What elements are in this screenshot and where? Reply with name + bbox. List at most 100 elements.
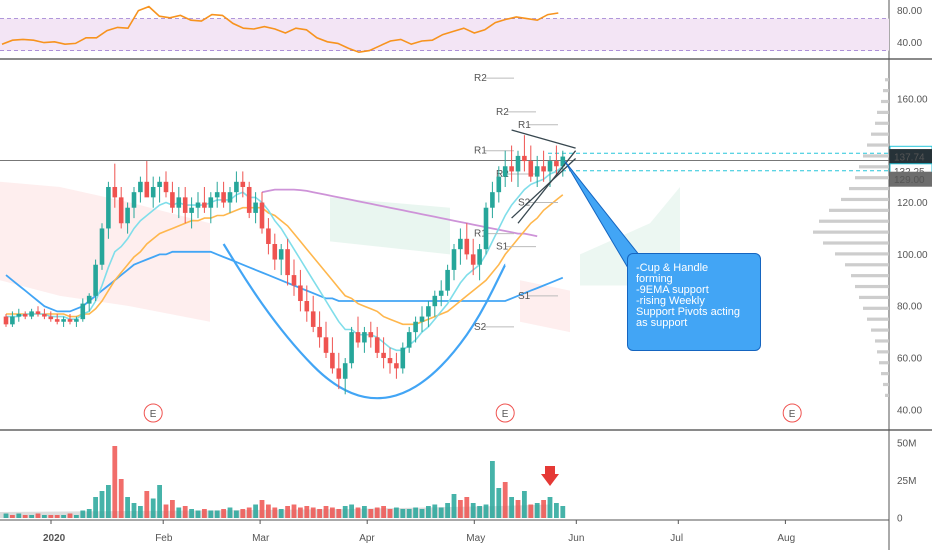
cloud-area (520, 280, 570, 333)
candle[interactable] (182, 197, 188, 213)
candle[interactable] (458, 238, 463, 250)
candle[interactable] (259, 202, 265, 229)
candle[interactable] (470, 254, 476, 265)
candle[interactable] (234, 181, 239, 193)
candle[interactable] (522, 155, 527, 162)
candle[interactable] (246, 186, 252, 213)
candle[interactable] (323, 337, 329, 353)
candle[interactable] (502, 166, 508, 177)
candle[interactable] (330, 352, 335, 369)
volume-bar (330, 507, 335, 518)
candle[interactable] (394, 363, 399, 369)
earnings-marker[interactable] (495, 403, 515, 423)
candle[interactable] (432, 295, 438, 307)
candle[interactable] (93, 264, 98, 296)
candle[interactable] (240, 181, 246, 187)
candle[interactable] (342, 363, 348, 379)
candle[interactable] (227, 192, 233, 203)
earnings-marker[interactable] (143, 403, 163, 423)
candle[interactable] (214, 192, 220, 198)
candle[interactable] (189, 207, 194, 213)
candle[interactable] (509, 166, 514, 172)
candle[interactable] (406, 332, 412, 348)
candle[interactable] (426, 306, 431, 317)
candle[interactable] (298, 285, 303, 302)
candle[interactable] (29, 311, 34, 317)
candle[interactable] (195, 202, 201, 208)
candle[interactable] (106, 186, 111, 229)
candle[interactable] (438, 290, 444, 296)
candle[interactable] (163, 181, 169, 193)
candle[interactable] (170, 192, 175, 208)
candle[interactable] (534, 166, 540, 177)
candle[interactable] (144, 181, 150, 198)
candle[interactable] (3, 316, 9, 325)
candle[interactable] (272, 244, 278, 260)
candle[interactable] (74, 319, 79, 322)
candle[interactable] (67, 319, 73, 322)
candle[interactable] (285, 249, 290, 276)
candle[interactable] (400, 347, 406, 369)
candle[interactable] (554, 161, 559, 167)
candle[interactable] (150, 186, 156, 198)
candle[interactable] (118, 197, 124, 224)
volume-bar (93, 497, 98, 518)
candle[interactable] (54, 319, 60, 322)
candle[interactable] (253, 202, 258, 213)
candle[interactable] (291, 275, 297, 286)
candle[interactable] (266, 228, 271, 244)
candle[interactable] (80, 303, 86, 320)
candle[interactable] (547, 161, 553, 172)
candle[interactable] (483, 207, 489, 250)
candle[interactable] (304, 301, 310, 312)
volume-bar (509, 497, 514, 518)
candle[interactable] (560, 156, 566, 167)
candle[interactable] (310, 311, 316, 327)
candle[interactable] (42, 313, 47, 317)
candle[interactable] (413, 321, 418, 333)
candle[interactable] (419, 316, 425, 322)
candle[interactable] (202, 202, 207, 208)
candle[interactable] (445, 269, 450, 291)
annotation-note[interactable]: -Cup & Handle forming -9EMA support -ris… (627, 253, 761, 351)
candle[interactable] (176, 197, 182, 208)
candle[interactable] (112, 186, 118, 198)
candle[interactable] (317, 326, 322, 338)
candle[interactable] (208, 197, 214, 208)
candle[interactable] (35, 311, 41, 314)
candle[interactable] (362, 332, 367, 343)
candle[interactable] (387, 358, 393, 364)
candle[interactable] (349, 332, 354, 364)
annotation-line-6: as support (636, 317, 688, 329)
candle[interactable] (99, 228, 105, 265)
candle[interactable] (16, 313, 22, 317)
candle[interactable] (125, 207, 130, 224)
candle[interactable] (48, 316, 54, 320)
candle[interactable] (541, 166, 546, 172)
candle[interactable] (278, 249, 284, 260)
candle[interactable] (221, 192, 226, 203)
candle[interactable] (490, 192, 495, 208)
candle[interactable] (138, 181, 143, 193)
candle[interactable] (381, 352, 386, 359)
candle[interactable] (157, 181, 162, 187)
candle[interactable] (464, 238, 470, 255)
candle[interactable] (355, 332, 361, 343)
earnings-marker[interactable] (782, 403, 802, 423)
candle[interactable] (368, 332, 374, 338)
candle[interactable] (10, 316, 15, 325)
candle[interactable] (374, 337, 380, 353)
candle[interactable] (477, 249, 482, 265)
candle[interactable] (86, 295, 92, 304)
candle[interactable] (496, 176, 502, 193)
volume-profile-bar (885, 78, 889, 82)
price-panel[interactable]: R2 R2 R1 R1 R2 S2 R1 S1 S1 S2 E E E (0, 73, 889, 423)
candle[interactable] (528, 161, 534, 177)
candle[interactable] (61, 319, 66, 322)
candle[interactable] (515, 155, 521, 172)
candle[interactable] (22, 313, 28, 317)
candle[interactable] (451, 249, 457, 270)
candle[interactable] (131, 192, 137, 208)
candle[interactable] (336, 368, 342, 379)
